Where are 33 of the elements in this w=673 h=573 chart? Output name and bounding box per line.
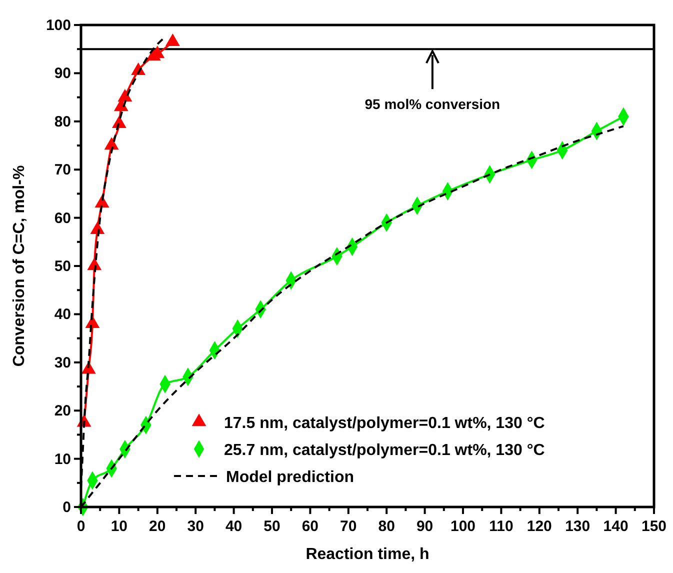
annotation: 95 mol% conversion [364, 96, 500, 112]
x-tick-label: 0 [76, 518, 86, 535]
x-tick-label: 40 [225, 518, 242, 535]
y-tick-label: 50 [54, 258, 71, 275]
y-tick-label: 40 [54, 306, 71, 324]
y-tick-label: 0 [62, 499, 71, 516]
x-tick-label: 80 [378, 518, 395, 535]
x-tick-label: 60 [302, 518, 319, 535]
y-tick-label: 60 [54, 210, 71, 227]
y-tick-label: 70 [54, 162, 71, 179]
x-tick-label: 120 [526, 518, 552, 535]
x-tick-label: 110 [489, 518, 514, 535]
x-tick-label: 50 [264, 518, 280, 535]
y-tick-label: 10 [54, 450, 71, 468]
y-tick-label: 90 [54, 65, 71, 82]
x-axis-title: Reaction time, h [306, 546, 430, 563]
x-tick-label: 100 [450, 518, 476, 535]
y-axis-title: Conversion of C=C, mol-% [11, 165, 28, 367]
x-tick-label: 10 [110, 518, 128, 535]
y-tick-label: 80 [54, 113, 71, 130]
x-tick-label: 90 [416, 518, 434, 535]
y-tick-label: 20 [54, 402, 71, 420]
x-tick-label: 140 [603, 518, 628, 535]
legend-label: 25.7 nm, catalyst/polymer=0.1 wt%, 130 °C [224, 442, 546, 459]
x-tick-label: 150 [641, 518, 667, 535]
y-tick-label: 100 [46, 17, 71, 34]
x-tick-label: 30 [187, 518, 204, 535]
x-tick-label: 70 [340, 518, 357, 535]
legend-label: Model prediction [226, 469, 354, 486]
y-tick-label: 30 [54, 354, 71, 372]
legend-label: 17.5 nm, catalyst/polymer=0.1 wt%, 130 °C [224, 415, 546, 432]
x-tick-label: 20 [149, 518, 166, 535]
x-tick-label: 130 [565, 518, 590, 535]
